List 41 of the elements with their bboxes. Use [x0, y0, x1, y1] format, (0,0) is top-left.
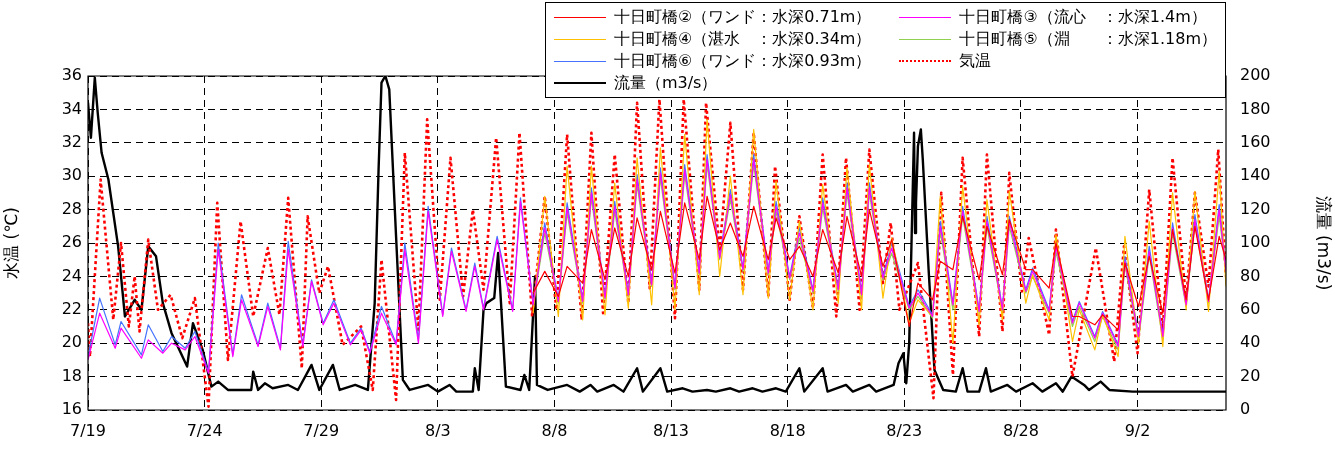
y2-axis-title: 流量 (m3/s) — [1314, 195, 1335, 291]
legend-label: 十日町橋③（流心 ：水深1.4m） — [959, 6, 1207, 28]
legend-label: 気温 — [959, 50, 992, 72]
y2-tick-label: 40 — [1240, 332, 1261, 352]
x-tick-label: 9/2 — [1124, 420, 1151, 440]
y-tick-label: 32 — [61, 131, 82, 151]
y2-tick-label: 180 — [1240, 98, 1271, 118]
y-tick-label: 34 — [61, 98, 82, 118]
y-tick-label: 22 — [61, 298, 82, 318]
y2-tick-label: 80 — [1240, 265, 1261, 285]
y-tick-label: 24 — [61, 265, 82, 285]
y2-tick-label: 100 — [1240, 232, 1271, 252]
legend-label: 十日町橋②（ワンド：水深0.71m） — [613, 6, 872, 28]
x-tick-label: 8/3 — [424, 420, 451, 440]
x-tick-label: 7/24 — [186, 420, 223, 440]
y-tick-label: 20 — [61, 332, 82, 352]
y2-tick-label: 120 — [1240, 198, 1271, 218]
legend-label: 流量（m3/s） — [613, 72, 718, 94]
x-tick-label: 7/19 — [70, 420, 106, 440]
legend-label: 十日町橋⑤（淵 ：水深1.18m） — [959, 28, 1217, 50]
y2-tick-label: 140 — [1240, 165, 1271, 185]
y-tick-label: 18 — [61, 365, 82, 385]
x-tick-label: 8/13 — [653, 420, 690, 440]
y2-tick-label: 20 — [1240, 365, 1261, 385]
y-axis-title: 水温 (℃) — [0, 207, 21, 279]
y-tick-label: 28 — [61, 198, 82, 218]
y-tick-label: 30 — [61, 165, 82, 185]
x-tick-label: 7/29 — [303, 420, 340, 440]
x-tick-label: 8/8 — [541, 420, 568, 440]
y2-tick-label: 0 — [1240, 399, 1251, 419]
legend-label: 十日町橋⑥（ワンド：水深0.93m） — [613, 50, 872, 72]
legend-label: 十日町橋④（湛水 ：水深0.34m） — [613, 28, 872, 50]
y2-tick-label: 200 — [1240, 65, 1271, 85]
y2-tick-label: 160 — [1240, 131, 1271, 151]
y-tick-label: 36 — [61, 65, 82, 85]
x-tick-label: 8/18 — [769, 420, 806, 440]
x-tick-label: 8/28 — [1002, 420, 1039, 440]
y-tick-label: 26 — [61, 232, 82, 252]
y-tick-label: 16 — [61, 399, 82, 419]
y2-tick-label: 60 — [1240, 298, 1261, 318]
x-tick-label: 8/23 — [886, 420, 923, 440]
